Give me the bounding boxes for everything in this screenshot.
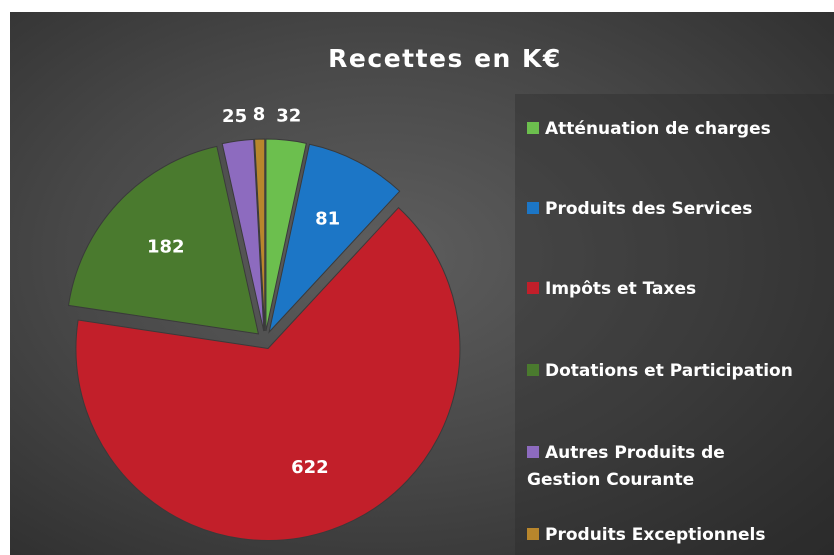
- legend-item: Impôts et Taxes: [527, 276, 834, 303]
- pie-slice: [268, 143, 401, 334]
- legend-swatch: [527, 122, 539, 134]
- data-label: 32: [276, 105, 301, 126]
- pie-slice: [67, 145, 260, 335]
- pie-slice: [221, 138, 265, 332]
- legend-label: Dotations et Participation: [545, 361, 793, 381]
- data-label: 622: [291, 457, 329, 478]
- legend-label: Produits des Services: [545, 199, 753, 219]
- legend-swatch: [527, 446, 539, 458]
- chart: Recettes en K€ 32 81 622 182 25 8: [67, 44, 562, 541]
- legend-swatch: [527, 202, 539, 214]
- data-label: 8: [253, 104, 266, 125]
- pie-slice: [265, 138, 307, 332]
- legend-label: Atténuation de charges: [545, 119, 771, 139]
- legend-item: Atténuation de charges: [527, 116, 834, 143]
- chart-area: Recettes en K€ 32 81 622 182 25 8 Atténuation…: [10, 12, 834, 555]
- data-label: 25: [222, 106, 247, 127]
- legend-item: Dotations et Participation: [527, 358, 834, 385]
- legend-item: Produits Exceptionnels: [527, 522, 834, 549]
- legend-swatch: [527, 528, 539, 540]
- chart-title: Recettes en K€: [328, 44, 562, 73]
- data-label: 182: [147, 236, 185, 257]
- legend-swatch: [527, 364, 539, 376]
- legend-label: Impôts et Taxes: [545, 279, 697, 299]
- legend-swatch: [527, 282, 539, 294]
- data-label: 81: [315, 209, 340, 230]
- legend-item: Produits des Services: [527, 196, 834, 223]
- legend-label: Autres Produits de Gestion Courante: [527, 443, 725, 490]
- pie-slice: [254, 138, 266, 332]
- pie-slice: [75, 206, 461, 541]
- legend-label: Produits Exceptionnels: [545, 525, 766, 545]
- legend-item: Autres Produits de Gestion Courante: [527, 440, 747, 494]
- legend: Atténuation de charges Produits des Servi…: [515, 94, 834, 555]
